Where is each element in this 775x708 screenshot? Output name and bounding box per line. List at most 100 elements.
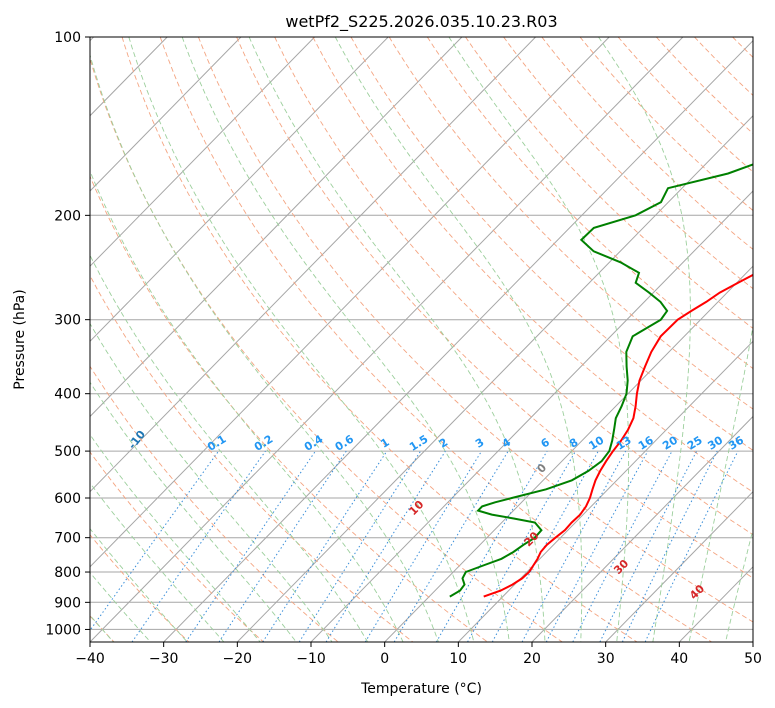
dry-adiabat-line: [771, 37, 775, 642]
mixing-ratio-line: [131, 450, 266, 642]
dry-adiabat-line: [426, 37, 753, 370]
isotherm-line: [163, 39, 753, 642]
moist-adiabat-label: 10: [406, 498, 426, 518]
moist-adiabat-line: [90, 482, 225, 642]
isotherm-line: [457, 340, 753, 642]
mixing-ratio-line: [262, 450, 388, 642]
isotherm-line: [678, 566, 753, 642]
moist-adiabat-line: [448, 37, 630, 642]
isotherm-line: [90, 37, 684, 642]
dry-adiabat-line: [274, 37, 753, 536]
mixing-ratio-label: 25: [685, 434, 705, 453]
zero-isotherm-label: 0: [535, 461, 550, 476]
y-tick-label: 100: [54, 30, 81, 46]
mixing-ratio-line: [298, 450, 422, 642]
mixing-ratio-line: [90, 450, 220, 632]
dry-adiabat-line: [579, 37, 753, 212]
mixing-ratio-line: [621, 450, 718, 642]
moist-adiabat-line: [688, 323, 753, 642]
y-tick-label: 200: [54, 208, 81, 224]
y-tick-label: 900: [54, 595, 81, 611]
dry-adiabat-line: [655, 37, 753, 135]
dry-adiabat-line: [503, 37, 753, 290]
isotherm-line: [90, 37, 610, 568]
mixing-ratio-line: [599, 450, 698, 642]
dry-adiabat-line: [197, 37, 753, 623]
moist-adiabat-line: [725, 527, 753, 642]
y-tick-label: 500: [54, 444, 81, 460]
x-tick-label: 50: [744, 651, 762, 667]
isotherm-line: [531, 415, 753, 642]
y-tick-label: 300: [54, 313, 81, 329]
y-tick-label: 700: [54, 531, 81, 547]
isotherm-line: [90, 37, 536, 493]
mixing-ratio-label: 0.4: [302, 432, 326, 454]
x-tick-label: 40: [670, 651, 688, 667]
y-tick-label: 800: [54, 565, 81, 581]
isotherm-line: [90, 37, 463, 418]
moist-adiabat-line: [90, 433, 261, 642]
dry-adiabat-line: [90, 365, 339, 642]
isotherm-line: [310, 190, 753, 642]
moist-adiabat-line: [90, 254, 368, 642]
mixing-ratio-label: 13: [614, 434, 634, 453]
mixing-ratio-label: 20: [660, 433, 680, 452]
dry-adiabat-line: [694, 37, 753, 96]
moist-adiabat-line: [90, 53, 439, 642]
moist-adiabat-line: [90, 381, 297, 642]
temperature-line: [483, 273, 753, 598]
axis-ticks: −40 −30 −20 −10 0 10 20 30 40 5010020030040050060…: [45, 30, 762, 667]
x-tick-label: −30: [149, 651, 179, 667]
dry-adiabat-line: [159, 37, 712, 642]
dry-adiabat-line: [90, 175, 488, 642]
x-tick-label: −10: [296, 651, 326, 667]
dry-adiabat-line: [388, 37, 753, 410]
x-tick-label: 0: [380, 651, 389, 667]
dry-adiabat-line: [732, 37, 753, 59]
mixing-ratio-label: 0.6: [333, 432, 357, 454]
y-axis-label: Pressure (hPa): [12, 289, 28, 389]
y-tick-label: 600: [54, 491, 81, 507]
mixing-ratio-line: [185, 450, 316, 642]
sounding-series: [449, 163, 753, 598]
mixing-ratio-line: [364, 450, 483, 642]
isotherm-line: [236, 115, 753, 642]
mixing-ratio-label: 16: [636, 433, 656, 452]
isotherm-line: [90, 37, 242, 192]
y-tick-label: 400: [54, 387, 81, 403]
isotherm-line: [384, 265, 753, 642]
x-tick-label: 10: [449, 651, 467, 667]
moist-adiabat-line: [598, 37, 691, 642]
dry-adiabat-line: [617, 37, 753, 173]
moist-adiabat-line: [248, 37, 546, 642]
dry-adiabat-line: [121, 37, 638, 642]
mixing-ratio-line: [218, 450, 347, 642]
mixing-ratio-line: [545, 450, 649, 642]
mixing-ratio-label: 2: [437, 436, 450, 451]
moist-adiabat-line: [90, 527, 188, 642]
mixing-ratio-line: [572, 450, 673, 642]
x-tick-label: −40: [75, 651, 105, 667]
mixing-ratio-label: 30: [705, 433, 725, 452]
mixing-ratio-label: 3: [473, 436, 486, 451]
moist-adiabat-line: [181, 37, 510, 642]
mixing-ratio-line: [467, 450, 577, 642]
x-tick-label: 30: [597, 651, 615, 667]
dewpoint-line: [449, 163, 753, 598]
x-axis-label: Temperature (°C): [360, 681, 482, 697]
chart-title: wetPf2_S225.2026.035.10.23.R03: [285, 12, 557, 32]
y-tick-label: 1000: [45, 622, 81, 638]
x-tick-label: −20: [223, 651, 253, 667]
isotherm-line: [752, 641, 753, 642]
moist-adiabat-line: [90, 322, 333, 642]
dry-adiabat-line: [312, 37, 753, 493]
isotherm-line: [90, 37, 389, 343]
mixing-ratio-line: [393, 450, 509, 642]
mixing-ratio-label: 1: [378, 436, 391, 451]
isotherm-line: [90, 37, 315, 267]
dry-adiabat-label: -10: [126, 428, 149, 452]
dry-adiabat-line: [90, 57, 563, 642]
moist-adiabat-label: 40: [687, 582, 707, 602]
dry-adiabat-line: [90, 451, 264, 642]
